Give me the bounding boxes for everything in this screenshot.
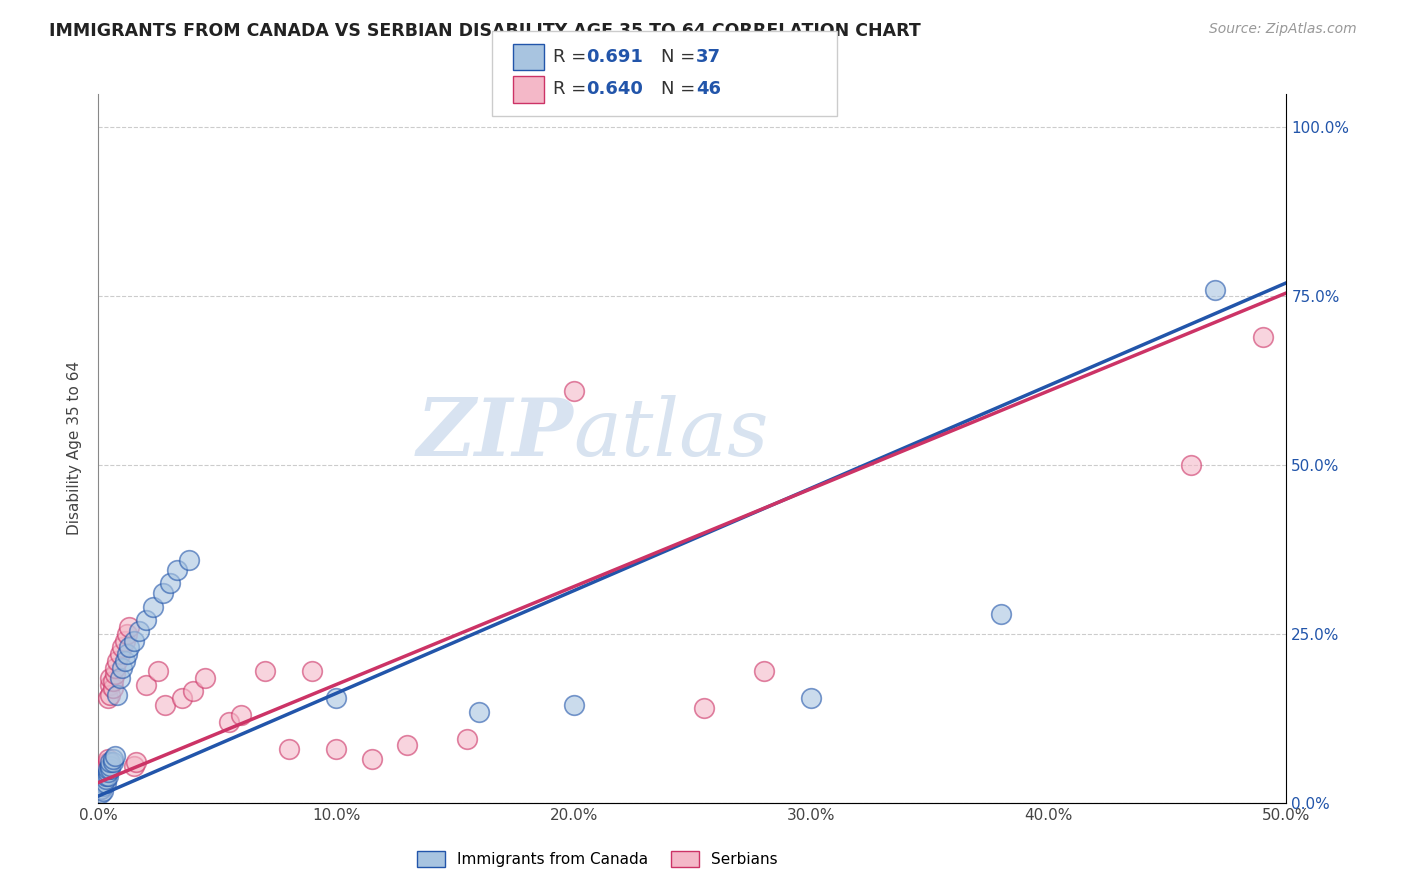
Point xyxy=(114,633,136,648)
Text: R =: R = xyxy=(553,80,592,98)
Point xyxy=(101,752,124,766)
Point xyxy=(159,576,181,591)
Point xyxy=(101,674,124,689)
Point xyxy=(562,698,585,712)
Point xyxy=(107,688,129,702)
Point xyxy=(1180,458,1202,472)
Point xyxy=(94,765,117,780)
Point xyxy=(562,384,585,398)
Point xyxy=(94,772,117,787)
Point xyxy=(1204,283,1226,297)
Point xyxy=(693,701,716,715)
Point xyxy=(146,664,169,678)
Text: R =: R = xyxy=(553,48,592,66)
Point xyxy=(104,748,127,763)
Point xyxy=(277,741,299,756)
Point xyxy=(128,624,150,638)
Point xyxy=(800,691,823,706)
Point xyxy=(90,782,112,797)
Point xyxy=(135,614,157,628)
Point xyxy=(94,775,117,789)
Point xyxy=(360,752,382,766)
Point xyxy=(91,769,114,783)
Point xyxy=(91,779,114,793)
Text: ZIP: ZIP xyxy=(416,395,574,473)
Point xyxy=(114,654,136,668)
Point xyxy=(94,762,117,776)
Legend: Immigrants from Canada, Serbians: Immigrants from Canada, Serbians xyxy=(411,845,783,873)
Point xyxy=(122,758,145,772)
Point xyxy=(91,783,114,797)
Point xyxy=(94,769,117,783)
Point xyxy=(183,684,205,698)
Text: atlas: atlas xyxy=(574,395,769,473)
Point xyxy=(97,765,120,780)
Point xyxy=(97,769,120,783)
Text: N =: N = xyxy=(661,48,700,66)
Point xyxy=(111,640,134,655)
Point xyxy=(97,756,120,770)
Point xyxy=(253,664,276,678)
Point xyxy=(98,758,121,772)
Point xyxy=(97,762,120,776)
Text: 0.691: 0.691 xyxy=(586,48,643,66)
Point xyxy=(990,607,1012,621)
Point xyxy=(118,640,141,655)
Point xyxy=(152,586,174,600)
Text: N =: N = xyxy=(661,80,700,98)
Text: 37: 37 xyxy=(696,48,721,66)
Point xyxy=(107,654,129,668)
Point xyxy=(467,705,489,719)
Text: IMMIGRANTS FROM CANADA VS SERBIAN DISABILITY AGE 35 TO 64 CORRELATION CHART: IMMIGRANTS FROM CANADA VS SERBIAN DISABI… xyxy=(49,22,921,40)
Point xyxy=(98,671,121,685)
Point xyxy=(135,678,157,692)
Point xyxy=(752,664,775,678)
Point xyxy=(218,714,240,729)
Point xyxy=(104,661,127,675)
Point xyxy=(101,681,124,695)
Point xyxy=(108,647,131,661)
Point xyxy=(97,691,120,706)
Point xyxy=(115,627,138,641)
Point xyxy=(166,563,188,577)
Point xyxy=(104,667,127,681)
Point xyxy=(1251,330,1274,344)
Point xyxy=(98,756,121,770)
Y-axis label: Disability Age 35 to 64: Disability Age 35 to 64 xyxy=(67,361,83,535)
Point xyxy=(125,756,148,770)
Point xyxy=(118,620,141,634)
Point xyxy=(98,762,121,776)
Point xyxy=(229,708,252,723)
Point xyxy=(101,756,124,770)
Point xyxy=(98,678,121,692)
Point xyxy=(122,633,145,648)
Point xyxy=(325,741,347,756)
Point xyxy=(91,772,114,787)
Point xyxy=(90,782,112,797)
Point xyxy=(194,671,217,685)
Text: 46: 46 xyxy=(696,80,721,98)
Point xyxy=(111,661,134,675)
Point xyxy=(90,786,112,800)
Point xyxy=(170,691,193,706)
Point xyxy=(396,739,419,753)
Point xyxy=(177,552,200,566)
Point xyxy=(98,688,121,702)
Point xyxy=(153,698,176,712)
Point xyxy=(90,775,112,789)
Point xyxy=(91,775,114,789)
Text: 0.640: 0.640 xyxy=(586,80,643,98)
Point xyxy=(108,671,131,685)
Text: Source: ZipAtlas.com: Source: ZipAtlas.com xyxy=(1209,22,1357,37)
Point xyxy=(115,647,138,661)
Point xyxy=(91,779,114,793)
Point xyxy=(142,599,165,614)
Point xyxy=(94,758,117,772)
Point xyxy=(325,691,347,706)
Point xyxy=(97,752,120,766)
Point xyxy=(456,731,478,746)
Point xyxy=(301,664,323,678)
